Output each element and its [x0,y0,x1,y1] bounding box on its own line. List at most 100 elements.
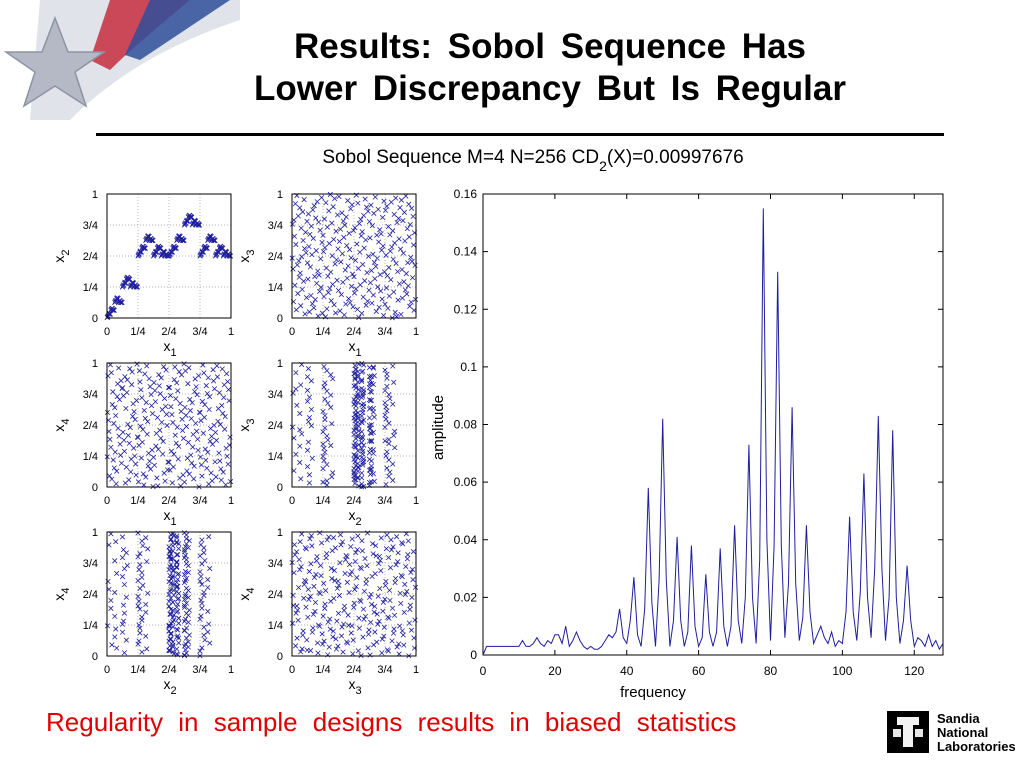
scatter-point [361,417,367,423]
scatter-point [349,536,355,542]
scatter-point [352,418,358,424]
scatter-point [354,547,360,553]
scatter-point [152,399,159,405]
scatter-point [156,372,162,378]
scatter-point [308,378,314,384]
scatter-point [142,245,148,251]
scatter-point [171,451,177,457]
scatter-point [356,386,362,393]
scatter-point [198,542,204,548]
scatter-point [351,600,357,606]
scatter-point [329,421,335,427]
scatter-point [371,642,377,648]
x-tick-label: 3/4 [192,664,207,676]
scatter-point [134,284,141,290]
scatter-point [366,218,373,225]
scatter-point [315,313,321,319]
scatter-point [222,426,228,432]
scatter-point [166,544,172,550]
scatter-point [151,462,158,468]
scatter-point [353,550,359,556]
plot-frame [291,193,417,319]
scatter-point [142,371,148,377]
scatter-point [293,370,299,376]
scatter-point [186,471,192,477]
x-tick-label: 20 [548,664,562,678]
scatter-point [331,302,337,308]
scatter-point [174,564,180,570]
scatter-point [212,459,218,465]
scatter-point [402,591,408,598]
scatter-point [314,199,320,205]
scatter-point [353,411,359,417]
scatter-point [168,537,174,543]
scatter-point [125,432,131,438]
scatter-point [319,239,325,246]
scatter-point [382,387,388,394]
scatter-point [362,278,368,284]
scatter-point [365,631,372,637]
scatter-point [362,196,368,202]
scatter-point [346,230,352,236]
scatter-point [300,628,306,634]
y-tick-label: 1/4 [268,620,283,632]
scatter-point [330,281,336,287]
scatter-point [373,263,379,270]
scatter-point [330,628,336,634]
scatter-point [399,295,406,301]
scatter-point [319,631,325,637]
scatter-point [136,598,142,604]
scatter-point [172,364,178,370]
scatter-point [223,482,229,488]
scatter-point [333,646,339,652]
scatter-point [204,390,210,397]
scatter-point [382,400,388,406]
scatter-point [370,471,376,477]
scatter-point [317,530,323,536]
scatter-point [326,208,332,214]
scatter-point [300,632,306,638]
scatter-point [349,623,355,629]
scatter-point [340,649,346,655]
scatter-point [156,383,162,389]
scatter-point [165,459,171,465]
scatter-point [293,451,299,457]
scatter-point [187,408,193,414]
scatter-point [317,288,323,295]
scatter-point [298,476,304,482]
scatter-point [320,479,326,485]
scatter-point [132,453,138,459]
scatter-point [337,308,343,314]
scatter-point [354,241,360,247]
x-tick-label: 0 [289,664,295,676]
scatter-point [209,478,215,484]
slide-title: Results: Sobol Sequence Has Lower Discre… [150,26,950,110]
scatter-point [305,586,311,592]
x-tick-label: 120 [904,664,924,678]
scatter-point [176,590,182,597]
scatter-point [299,646,305,652]
scatter-point [112,405,118,411]
scatter-point [168,556,174,563]
scatter-point [378,568,384,574]
scatter-point [199,600,205,607]
scatter-point [131,409,137,415]
scatter-point [344,639,350,645]
scatter-point [205,375,211,381]
scatter-point [382,412,388,418]
scatter-point [119,629,126,635]
scatter-point [197,569,203,575]
scatter-point [113,539,119,545]
scatter-point [381,269,388,275]
scatter-point [351,290,358,296]
scatter-point [114,570,120,577]
scatter-point [372,629,378,635]
scatter-point [168,631,174,637]
scatter-point [308,292,314,299]
scatter-point [302,545,308,551]
scatter-point [397,246,404,252]
scatter-point [353,385,359,391]
scatter-point [342,222,348,228]
scatter-point [124,562,130,569]
scatter-point [390,228,396,234]
